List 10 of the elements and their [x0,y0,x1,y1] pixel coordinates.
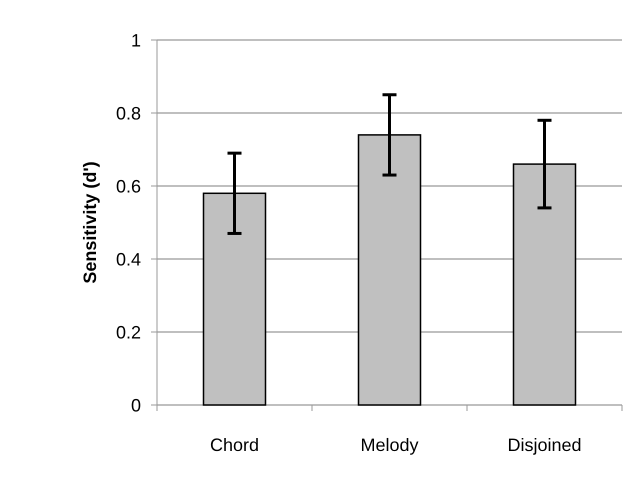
y-axis-title: Sensitivity (d') [80,161,100,284]
x-tick-label: Chord [210,435,260,455]
x-tick-label: Melody [360,435,419,455]
y-tick-label: 0.4 [116,249,141,270]
y-tick-label: 1 [130,30,141,50]
x-tick-label: Disjoined [507,435,582,455]
y-tick-label: 0.6 [116,176,141,196]
y-tick-label: 0.2 [116,322,141,342]
y-tick-label: 0.8 [116,103,141,124]
y-tick-label: 0 [130,395,141,416]
